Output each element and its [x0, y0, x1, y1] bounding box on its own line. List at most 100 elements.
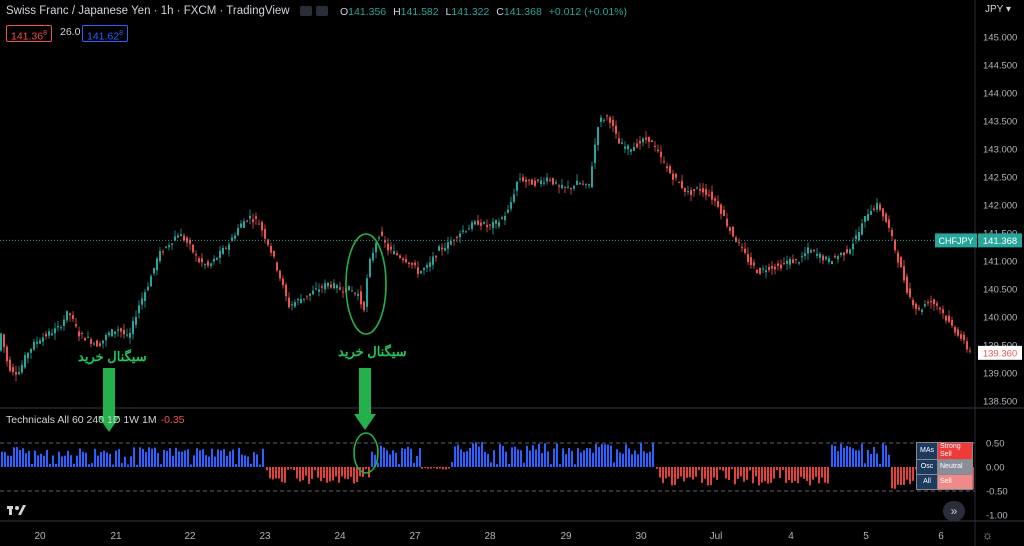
osc-bar — [178, 451, 180, 467]
osc-bar — [809, 467, 811, 486]
osc-bar — [634, 450, 636, 467]
candle-body — [453, 239, 455, 241]
sell-button[interactable]: 141.368 — [6, 25, 53, 43]
osc-bar — [734, 467, 736, 485]
candle-body — [438, 246, 440, 251]
osc-bar — [867, 449, 869, 467]
osc-bar — [299, 467, 301, 482]
candle-body — [60, 327, 62, 329]
price-pane[interactable] — [0, 114, 971, 382]
time-tick-label: 5 — [863, 531, 869, 542]
candle-body — [882, 208, 884, 217]
candle-body — [375, 243, 377, 253]
osc-bar — [269, 467, 271, 479]
candle-body — [360, 291, 362, 305]
candle-body — [69, 313, 71, 316]
candle-body — [285, 284, 287, 297]
candle-body — [270, 246, 272, 253]
osc-bar — [637, 454, 639, 467]
osc-bar — [133, 447, 135, 467]
visibility-toggle-icon[interactable] — [300, 6, 312, 16]
candle-body — [120, 328, 122, 332]
osc-bar — [894, 467, 896, 489]
candle-body — [483, 222, 485, 224]
price-tick-label: 142.000 — [983, 201, 1017, 212]
candle-body — [99, 343, 101, 347]
osc-bar — [752, 467, 754, 484]
price-tick-label: 139.000 — [983, 369, 1017, 380]
candle-body — [156, 258, 158, 271]
candle-body — [849, 249, 851, 254]
osc-bar — [656, 467, 658, 469]
gear-icon[interactable]: ☼ — [982, 528, 993, 542]
candle-body — [279, 270, 281, 279]
time-tick-label: 21 — [110, 531, 122, 542]
candle-body — [144, 292, 146, 301]
candle-body — [414, 262, 416, 266]
candle-body — [231, 237, 233, 242]
osc-bar — [864, 463, 866, 467]
candle-body — [579, 183, 581, 185]
candle-body — [690, 190, 692, 196]
osc-bar — [490, 462, 492, 467]
candle-body — [561, 184, 563, 189]
candle-body — [237, 228, 239, 236]
candle-body — [663, 161, 665, 163]
technicals-table: MAs Strong Sell Osc Neutral All Sell — [916, 442, 973, 490]
candle-body — [654, 145, 656, 147]
candle-body — [624, 146, 626, 149]
osc-bar — [121, 463, 123, 467]
candle-body — [780, 264, 782, 269]
candle-body — [27, 352, 29, 359]
osc-bar — [73, 463, 75, 467]
time-tick-label: 20 — [34, 531, 46, 542]
candle-body — [597, 127, 599, 145]
osc-bar — [256, 454, 258, 467]
time-tick-label: 29 — [560, 531, 572, 542]
flag-icon[interactable] — [316, 6, 328, 16]
candle-body — [15, 372, 17, 375]
price-tick-label: 140.000 — [983, 313, 1017, 324]
price-tick-label: 143.000 — [983, 145, 1017, 156]
tradingview-logo-icon[interactable] — [6, 502, 28, 518]
symbol-title[interactable]: Swiss Franc / Japanese Yen · 1h · FXCM ·… — [6, 5, 290, 17]
time-tick-label: 24 — [334, 531, 346, 542]
buy-button[interactable]: 141.628 — [82, 25, 129, 43]
candle-body — [828, 258, 830, 262]
osc-bar — [900, 467, 902, 485]
osc-bar — [834, 445, 836, 467]
candle-body — [441, 247, 443, 250]
candle-body — [18, 372, 20, 375]
currency-selector[interactable]: JPY ▾ — [985, 4, 1011, 15]
osc-bar — [329, 467, 331, 482]
candle-body — [246, 220, 248, 222]
candle-body — [0, 333, 2, 351]
osc-bar — [538, 443, 540, 467]
candle-body — [933, 299, 935, 305]
osc-bar — [855, 450, 857, 467]
osc-bar — [70, 455, 72, 467]
candle-body — [588, 184, 590, 186]
candle-body — [759, 267, 761, 274]
candle-body — [357, 293, 359, 296]
candle-body — [915, 303, 917, 309]
osc-bar — [668, 467, 670, 477]
osc-bar — [704, 467, 706, 479]
osc-bar — [332, 467, 334, 481]
time-tick-label: 6 — [938, 531, 944, 542]
scroll-to-realtime-button[interactable]: » — [943, 501, 965, 521]
osc-bar — [395, 452, 397, 467]
candle-body — [708, 194, 710, 196]
indicator-title[interactable]: Technicals All 60 240 1D 1W 1M -0.35 — [6, 414, 185, 426]
candle-body — [687, 191, 689, 193]
osc-bar — [481, 442, 483, 467]
candle-body — [54, 328, 56, 334]
osc-bar — [550, 464, 552, 467]
candle-body — [621, 142, 623, 144]
osc-bar — [427, 467, 429, 469]
indicator-pane[interactable] — [1, 442, 974, 490]
candle-body — [30, 348, 32, 353]
osc-bar — [259, 464, 261, 467]
candle-body — [873, 208, 875, 210]
osc-bar — [365, 467, 367, 470]
